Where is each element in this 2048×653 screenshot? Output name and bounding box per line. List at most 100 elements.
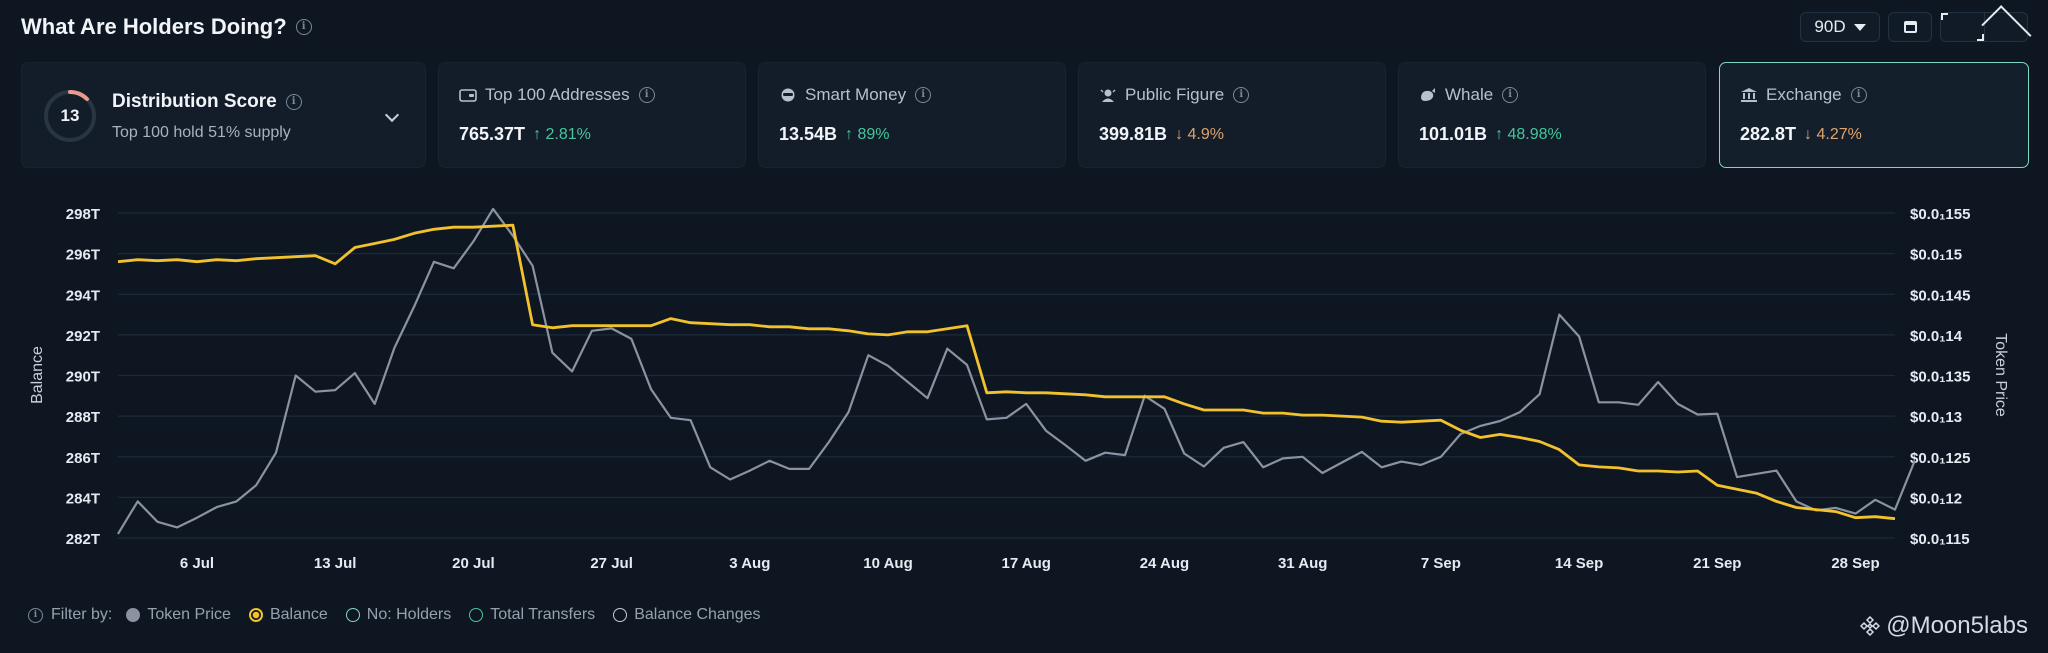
right-tick-label: $0.0₁13: [1910, 409, 1962, 426]
collapse-button[interactable]: [1980, 4, 2031, 55]
token-price-line: [117, 207, 1916, 535]
legend-holders[interactable]: No: Holders: [345, 606, 451, 624]
x-tick-label: 20 Jul: [452, 555, 495, 572]
card-label: Public Figure: [1125, 85, 1225, 104]
right-tick-label: $0.0₁15: [1910, 247, 1962, 264]
chart-controls: 90D: [1800, 4, 2031, 55]
calendar-button[interactable]: [1888, 12, 1932, 42]
left-tick-label: 296T: [66, 247, 100, 264]
header: What Are Holders Doing? i: [21, 12, 312, 42]
left-axis-ticks: 298T 296T 294T 292T 290T 288T 286T 284T 282T: [66, 206, 100, 548]
card-top-100-addresses[interactable]: Top 100 Addresses i 765.37T ↑ 2.81%: [438, 62, 746, 168]
score-ring-icon: [44, 89, 96, 142]
info-icon[interactable]: i: [28, 607, 43, 623]
fullscreen-button[interactable]: [1941, 13, 1984, 41]
info-icon[interactable]: i: [285, 94, 302, 110]
info-icon[interactable]: i: [638, 87, 655, 103]
chart-legend: i Filter by: Token Price Balance No: Hol…: [28, 605, 779, 625]
page-title: What Are Holders Doing?: [21, 14, 287, 39]
x-tick-label: 31 Aug: [1278, 555, 1327, 572]
distribution-score-subtitle: Top 100 hold 51% supply: [112, 124, 291, 141]
card-change: ↑ 48.98%: [1495, 125, 1562, 143]
card-whale[interactable]: Whale i 101.01B ↑ 48.98%: [1398, 62, 1706, 168]
x-tick-label: 24 Aug: [1140, 555, 1189, 572]
calendar-icon: [1903, 21, 1917, 33]
caret-down-icon: [1853, 23, 1866, 31]
smart-money-icon: [781, 88, 795, 102]
bank-icon: [1741, 88, 1757, 102]
legend-balance[interactable]: Balance: [248, 606, 328, 624]
legend-label: Balance Changes: [634, 606, 761, 623]
left-tick-label: 292T: [66, 328, 100, 345]
holder-cards: 13 Distribution Score i Top 100 hold 51%…: [21, 62, 2029, 168]
right-tick-label: $0.0₁135: [1910, 369, 1970, 386]
card-value: 399.81B: [1099, 124, 1168, 144]
x-tick-label: 28 Sep: [1831, 555, 1879, 572]
info-icon[interactable]: i: [1502, 87, 1519, 103]
public-figure-icon: [1100, 89, 1116, 102]
card-change: ↑ 2.81%: [533, 125, 591, 143]
distribution-score-card[interactable]: 13 Distribution Score i Top 100 hold 51%…: [21, 62, 426, 168]
card-change: ↓ 4.27%: [1804, 125, 1862, 143]
card-label: Whale: [1445, 85, 1494, 104]
card-smart-money[interactable]: Smart Money i 13.54B ↑ 89%: [758, 62, 1066, 168]
x-tick-label: 13 Jul: [314, 555, 357, 572]
info-icon[interactable]: i: [915, 87, 932, 103]
legend-total-transfers[interactable]: Total Transfers: [469, 606, 595, 624]
transfers-dot-icon: [469, 608, 484, 622]
left-tick-label: 284T: [66, 490, 100, 507]
card-public-figure[interactable]: Public Figure i 399.81B ↓ 4.9%: [1078, 62, 1386, 168]
x-tick-label: 7 Sep: [1421, 555, 1461, 572]
balance-line: [117, 223, 1896, 521]
period-select[interactable]: 90D: [1800, 12, 1880, 42]
right-tick-label: $0.0₁115: [1910, 531, 1970, 548]
binance-logo-icon: [1860, 616, 1881, 636]
filter-label: Filter by:: [51, 606, 113, 623]
card-exchange[interactable]: Exchange i 282.8T ↓ 4.27%: [1719, 62, 2029, 168]
wallet-icon: [459, 89, 477, 102]
right-axis-ticks: $0.0₁155 $0.0₁15 $0.0₁145 $0.0₁14 $0.0₁135 $0…: [1910, 206, 1970, 548]
balance-dot-icon: [248, 608, 263, 622]
card-value: 282.8T: [1740, 124, 1797, 144]
holders-dot-icon: [345, 608, 360, 622]
chevron-up-icon: [1980, 4, 2031, 55]
card-label: Top 100 Addresses: [485, 85, 630, 104]
distribution-score-value: 13: [60, 106, 80, 125]
whale-icon: [1421, 88, 1435, 101]
x-tick-label: 10 Aug: [863, 555, 912, 572]
right-tick-label: $0.0₁12: [1910, 490, 1962, 507]
right-axis-label: Token Price: [1992, 333, 2009, 417]
left-axis-label: Balance: [29, 346, 46, 404]
card-value: 765.37T: [459, 124, 526, 144]
right-tick-label: $0.0₁14: [1910, 328, 1963, 345]
distribution-score-title: Distribution Score i: [112, 91, 302, 113]
card-value: 13.54B: [779, 124, 838, 144]
card-label: Exchange: [1766, 85, 1842, 104]
legend-label: Token Price: [147, 606, 231, 623]
chart-grid: [118, 212, 1895, 539]
left-tick-label: 286T: [66, 450, 100, 467]
view-buttons: [1940, 4, 2031, 55]
right-tick-label: $0.0₁145: [1910, 287, 1970, 304]
holders-chart[interactable]: 298T 296T 294T 292T 290T 288T 286T 284T 282T $0.…: [0, 185, 2048, 575]
card-change: ↑ 89%: [845, 125, 890, 143]
watermark: @Moon5labs: [1860, 612, 2028, 640]
chevron-down-icon[interactable]: [384, 107, 400, 123]
left-tick-label: 298T: [66, 206, 100, 223]
card-value: 101.01B: [1419, 124, 1488, 144]
token-price-dot-icon: [126, 608, 141, 622]
balance-changes-dot-icon: [613, 608, 628, 622]
legend-balance-changes[interactable]: Balance Changes: [613, 606, 761, 624]
left-tick-label: 282T: [66, 531, 100, 548]
left-tick-label: 294T: [66, 287, 100, 304]
info-icon[interactable]: i: [295, 19, 312, 35]
watermark-text: @Moon5labs: [1886, 612, 2028, 639]
x-tick-label: 3 Aug: [729, 555, 770, 572]
legend-token-price[interactable]: Token Price: [126, 606, 231, 624]
x-tick-label: 21 Sep: [1693, 555, 1741, 572]
legend-label: Balance: [269, 606, 328, 623]
x-tick-label: 17 Aug: [1002, 555, 1051, 572]
right-tick-label: $0.0₁125: [1910, 450, 1970, 467]
info-icon[interactable]: i: [1850, 87, 1867, 103]
info-icon[interactable]: i: [1233, 87, 1250, 103]
